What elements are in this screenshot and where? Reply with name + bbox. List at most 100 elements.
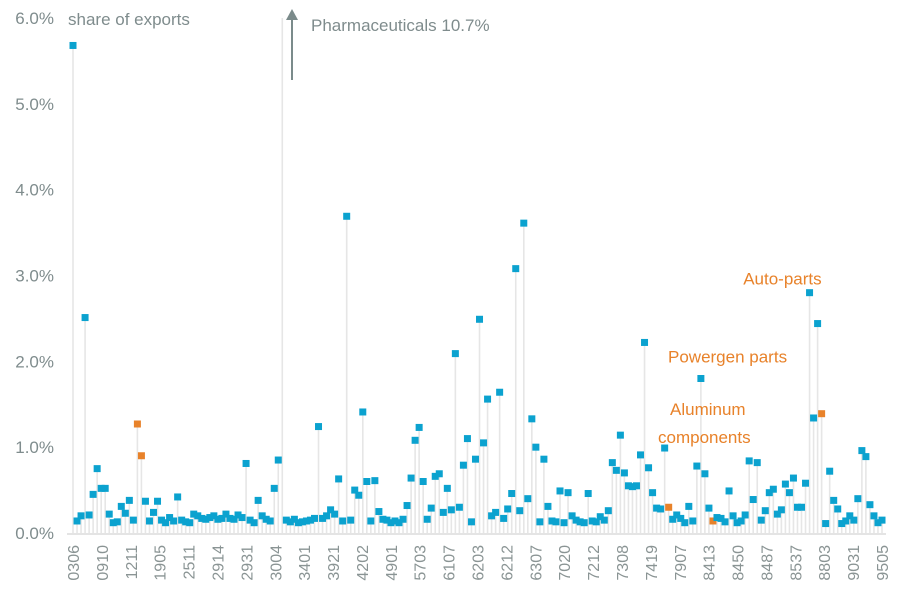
data-point bbox=[729, 512, 737, 520]
highlighted-point bbox=[137, 452, 145, 460]
data-point bbox=[202, 515, 210, 523]
data-point bbox=[186, 519, 194, 527]
data-point bbox=[500, 514, 508, 522]
data-point bbox=[588, 517, 596, 525]
data-point bbox=[419, 478, 427, 485]
y-tick-label: 4.0% bbox=[15, 181, 54, 200]
y-axis: 0.0% 1.0% 2.0% 3.0% 4.0% 5.0% 6.0% bbox=[15, 9, 54, 543]
data-point bbox=[93, 465, 101, 473]
y-tick-label: 2.0% bbox=[15, 352, 54, 371]
data-point bbox=[339, 517, 347, 525]
data-point bbox=[596, 513, 604, 521]
data-point bbox=[544, 502, 552, 510]
data-point bbox=[234, 511, 242, 519]
data-point bbox=[270, 484, 278, 492]
data-point bbox=[455, 503, 463, 511]
data-point bbox=[395, 519, 403, 527]
data-point bbox=[620, 469, 628, 477]
data-point bbox=[274, 456, 282, 464]
x-tick-label: 7212 bbox=[586, 545, 603, 581]
points-layer bbox=[69, 41, 886, 528]
data-point bbox=[154, 497, 162, 505]
data-point bbox=[540, 455, 548, 463]
data-point bbox=[194, 512, 202, 520]
data-point bbox=[170, 517, 178, 525]
data-point bbox=[129, 516, 137, 524]
data-point bbox=[834, 505, 842, 513]
data-point bbox=[467, 518, 475, 526]
x-tick-label: 8487 bbox=[759, 545, 776, 581]
x-tick-label: 7419 bbox=[644, 545, 661, 581]
data-point bbox=[556, 487, 564, 495]
data-point bbox=[306, 516, 314, 524]
data-point bbox=[580, 519, 588, 527]
x-tick-label: 8413 bbox=[702, 545, 719, 581]
data-point bbox=[516, 507, 524, 515]
data-point bbox=[246, 516, 254, 524]
x-tick-label: 1905 bbox=[153, 545, 170, 581]
data-point bbox=[677, 514, 685, 522]
data-point bbox=[302, 517, 310, 525]
arrow-head-icon bbox=[286, 9, 298, 20]
y-tick-label: 1.0% bbox=[15, 438, 54, 457]
data-point bbox=[226, 514, 234, 522]
data-point bbox=[387, 519, 395, 527]
data-point bbox=[403, 502, 411, 510]
data-point bbox=[459, 461, 467, 469]
data-point bbox=[367, 517, 375, 525]
data-point bbox=[423, 515, 431, 523]
data-point bbox=[355, 491, 363, 499]
data-point bbox=[315, 423, 323, 431]
data-point bbox=[568, 512, 576, 520]
x-tick-label: 2931 bbox=[239, 545, 256, 581]
data-point bbox=[109, 519, 117, 527]
data-point bbox=[77, 512, 85, 520]
x-tick-label: 6212 bbox=[499, 545, 516, 581]
data-point bbox=[850, 516, 858, 524]
data-point bbox=[657, 505, 665, 513]
data-point bbox=[769, 485, 777, 493]
data-point bbox=[637, 451, 645, 459]
data-point bbox=[363, 478, 371, 485]
data-point bbox=[789, 474, 797, 482]
data-point bbox=[826, 467, 834, 475]
data-point bbox=[351, 486, 359, 494]
data-point bbox=[749, 496, 757, 504]
data-point bbox=[681, 519, 689, 527]
data-point bbox=[141, 497, 149, 505]
data-point bbox=[854, 495, 862, 503]
data-point bbox=[604, 507, 612, 515]
data-point bbox=[673, 511, 681, 519]
data-point bbox=[89, 490, 97, 498]
x-tick-label: 6107 bbox=[442, 545, 459, 581]
x-tick-label: 8537 bbox=[788, 545, 805, 581]
data-point bbox=[451, 350, 459, 358]
data-point bbox=[371, 477, 379, 485]
data-point bbox=[572, 516, 580, 524]
x-tick-label: 7020 bbox=[557, 545, 574, 581]
data-point bbox=[733, 519, 741, 527]
data-point bbox=[661, 444, 669, 452]
data-point bbox=[323, 512, 331, 520]
x-tick-label: 7308 bbox=[615, 545, 632, 581]
data-point bbox=[105, 510, 113, 518]
data-point bbox=[641, 338, 649, 346]
data-point bbox=[532, 443, 540, 451]
data-point bbox=[737, 517, 745, 525]
x-tick-label: 6307 bbox=[528, 545, 545, 581]
x-tick-label: 2511 bbox=[182, 545, 199, 580]
data-point bbox=[717, 514, 725, 522]
data-point bbox=[536, 518, 544, 526]
data-point bbox=[435, 470, 443, 478]
data-point bbox=[866, 501, 874, 509]
data-point bbox=[327, 506, 335, 514]
data-point bbox=[286, 518, 294, 526]
data-point bbox=[427, 504, 435, 512]
data-point bbox=[162, 519, 170, 527]
data-point bbox=[830, 496, 838, 504]
data-point bbox=[407, 474, 415, 482]
data-point bbox=[757, 516, 765, 524]
data-point bbox=[753, 459, 761, 467]
data-point bbox=[693, 462, 701, 470]
